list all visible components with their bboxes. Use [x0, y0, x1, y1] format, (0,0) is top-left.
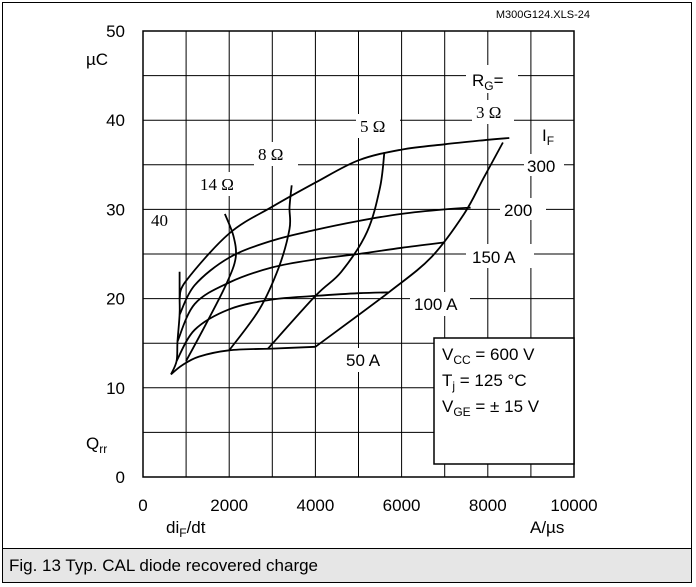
- current-label-300: 300: [524, 154, 564, 176]
- x-tick-label: 4000: [296, 496, 334, 515]
- svg-text:150 A: 150 A: [472, 248, 516, 267]
- y-tick-label: 40: [106, 111, 125, 130]
- rg-label-5-ohm: 5 Ω: [356, 114, 400, 138]
- conditions-box: VCC = 600 V Tj = 125 °C VGE = ± 15 V: [433, 337, 575, 465]
- y-tick-label: 30: [106, 200, 125, 219]
- svg-text:200: 200: [504, 201, 532, 220]
- svg-text:14 Ω: 14 Ω: [200, 175, 234, 194]
- current-curve-200: [178, 206, 471, 316]
- x-tick-label: 0: [138, 496, 147, 515]
- x-axis-label: diF/dt: [166, 518, 206, 540]
- condition-tj: Tj = 125 °C: [442, 371, 527, 393]
- current-curve-300: [178, 137, 510, 299]
- y-axis-label: Qrr: [86, 434, 107, 456]
- rg-label-14-ohm: 14 Ω: [196, 172, 244, 196]
- svg-text:40: 40: [151, 211, 168, 230]
- svg-text:100 A: 100 A: [414, 295, 458, 314]
- y-tick-label: 10: [106, 379, 125, 398]
- y-unit-label: µC: [86, 50, 108, 69]
- rg-label-3-ohm: 3 Ω: [472, 100, 514, 124]
- svg-text:50 A: 50 A: [346, 351, 381, 370]
- x-tick-label: 2000: [210, 496, 248, 515]
- current-curve-100-a: [175, 291, 389, 362]
- rg-curve-14: [185, 213, 237, 362]
- curves: [170, 137, 510, 376]
- svg-text:3 Ω: 3 Ω: [476, 103, 501, 122]
- y-tick-label: 50: [106, 22, 125, 41]
- svg-text:5 Ω: 5 Ω: [360, 117, 385, 136]
- figure-caption: Fig. 13 Typ. CAL diode recovered charge: [3, 548, 691, 582]
- svg-text:8 Ω: 8 Ω: [258, 145, 283, 164]
- tick-labels: 0 2000 4000 6000 8000 10000 0 10 20 30 40 50: [106, 22, 598, 515]
- rg-curve-5: [267, 152, 386, 350]
- rg-curve-40: [170, 271, 181, 375]
- current-curve-50-a: [170, 345, 316, 376]
- x-unit-label: A/µs: [530, 518, 564, 537]
- current-curve-150-a: [176, 241, 445, 342]
- y-tick-label: 20: [106, 290, 125, 309]
- x-tick-label: 6000: [383, 496, 421, 515]
- rg-header: RG=: [466, 65, 518, 93]
- current-label-200: 200: [500, 198, 546, 220]
- source-label: M300G124.XLS-24: [496, 9, 590, 21]
- rg-curve-8: [228, 185, 293, 351]
- rg-label-40: 40: [146, 210, 176, 232]
- svg-text:300: 300: [527, 157, 555, 176]
- if-header: IF: [540, 123, 568, 151]
- x-tick-label: 10000: [550, 496, 597, 515]
- svg-text:RG=: RG=: [472, 71, 504, 93]
- current-label-50a: 50 A: [340, 348, 400, 372]
- plot-area: [142, 30, 575, 478]
- current-label-150a: 150 A: [466, 244, 534, 268]
- current-label-100a: 100 A: [410, 292, 470, 316]
- rg-curve-3: [314, 142, 504, 348]
- x-tick-label: 8000: [469, 496, 507, 515]
- rg-label-8-ohm: 8 Ω: [254, 142, 298, 166]
- y-tick-label: 0: [116, 468, 125, 487]
